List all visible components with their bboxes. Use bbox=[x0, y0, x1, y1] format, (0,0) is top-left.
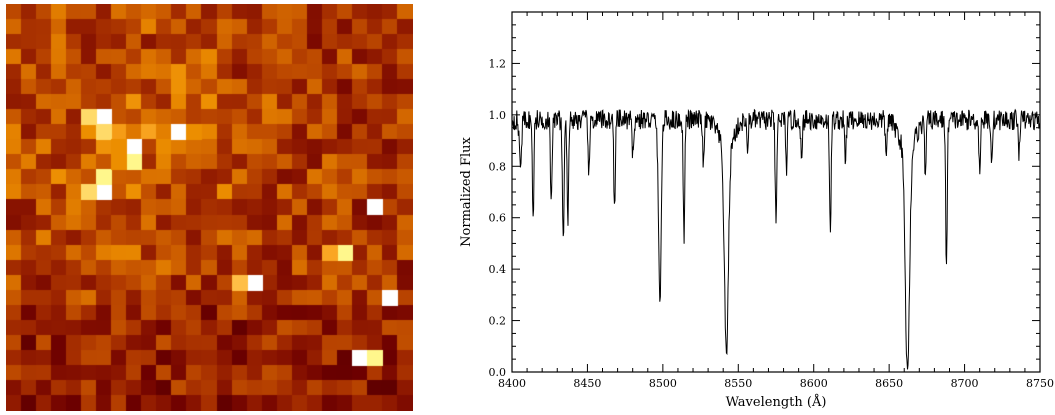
y-tick-label: 0.2 bbox=[489, 315, 507, 328]
x-tick-label: 8550 bbox=[724, 377, 752, 390]
y-tick-label: 0.0 bbox=[489, 366, 507, 379]
spectrum-line bbox=[511, 108, 1040, 370]
x-tick-label: 8450 bbox=[573, 377, 601, 390]
x-tick-labels: 8400 8450 8500 8550 8600 8650 8700 8750 bbox=[498, 377, 1054, 390]
axes bbox=[511, 11, 1041, 373]
y-tick-label: 1.0 bbox=[489, 109, 507, 122]
y-tick-labels: 0.0 0.2 0.4 0.6 0.8 1.0 1.2 bbox=[489, 57, 507, 379]
y-axis-label: Normalized Flux bbox=[459, 136, 474, 246]
y-tick-label: 0.8 bbox=[489, 160, 507, 173]
y-tick-label: 0.6 bbox=[489, 212, 507, 225]
spectrum-chart: 8400 8450 8500 8550 8600 8650 8700 8750 0.00.20… bbox=[459, 11, 1054, 410]
x-tick-label: 8500 bbox=[649, 377, 677, 390]
y-tick-label: 1.2 bbox=[489, 57, 507, 70]
heatmap-image bbox=[6, 4, 413, 411]
x-tick-label: 8600 bbox=[800, 377, 828, 390]
x-tick-label: 8650 bbox=[875, 377, 903, 390]
plot-frame bbox=[511, 11, 1041, 373]
x-axis-label: Wavelength (Å) bbox=[726, 394, 827, 410]
x-tick-label: 8750 bbox=[1026, 377, 1054, 390]
y-tick-label: 0.4 bbox=[489, 263, 507, 276]
x-tick-label: 8400 bbox=[498, 377, 526, 390]
x-tick-label: 8700 bbox=[951, 377, 979, 390]
